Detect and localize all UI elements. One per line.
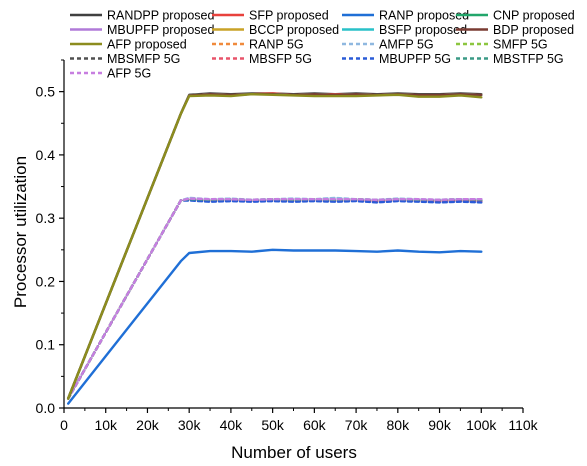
legend-label: SMFP 5G xyxy=(493,38,548,52)
series-line-bsfp-proposed xyxy=(66,92,483,400)
legend-label: RANDPP proposed xyxy=(107,9,215,23)
series-line-ranp-proposed xyxy=(66,248,483,405)
legend-label: MBSTFP 5G xyxy=(493,52,564,66)
x-axis-title: Number of users xyxy=(231,443,357,462)
y-axis-title: Processor utilization xyxy=(11,156,30,308)
x-tick-label: 10k xyxy=(94,417,118,433)
series-line-bdp-proposed xyxy=(66,92,483,400)
legend-item-mbsmfp-5g: MBSMFP 5G xyxy=(70,52,180,66)
legend-label: CNP proposed xyxy=(493,9,575,23)
legend-item-bsfp-proposed: BSFP proposed xyxy=(342,23,467,37)
series-line-bccp-proposed xyxy=(66,92,483,400)
legend-item-afp-5g: AFP 5G xyxy=(70,67,151,81)
series-lines xyxy=(66,92,483,405)
legend-label: BCCP proposed xyxy=(249,23,339,37)
legend-label: MBUPFP 5G xyxy=(379,52,451,66)
legend-label: RANP proposed xyxy=(379,9,469,23)
legend-item-bdp-proposed: BDP proposed xyxy=(456,23,574,37)
x-tick-label: 110k xyxy=(508,417,538,433)
legend-label: MBSMFP 5G xyxy=(107,52,180,66)
legend-label: MBUPFP proposed xyxy=(107,23,215,37)
legend-item-ranp-5g: RANP 5G xyxy=(212,38,304,52)
axis-ticks: 0 10k 20k 30k 40k 50k 60k 70k 80k 90k 100k 110k 0.0 0… xyxy=(36,59,539,433)
legend-item-mbsfp-5g: MBSFP 5G xyxy=(212,52,312,66)
y-tick-label: 0.1 xyxy=(36,337,56,353)
y-tick-label: 0.5 xyxy=(36,84,56,100)
x-tick-label: 40k xyxy=(220,417,244,433)
series-line-cnp-proposed xyxy=(66,92,483,400)
legend-label: AFP proposed xyxy=(107,38,187,52)
legend-item-mbupfp-5g: MBUPFP 5G xyxy=(342,52,451,66)
legend-label: BDP proposed xyxy=(493,23,574,37)
y-tick-label: 0.4 xyxy=(36,147,56,163)
x-tick-label: 20k xyxy=(136,417,160,433)
legend-item-randpp-proposed: RANDPP proposed xyxy=(70,9,215,23)
legend-item-sfp-proposed: SFP proposed xyxy=(212,9,329,23)
legend-item-smfp-5g: SMFP 5G xyxy=(456,38,548,52)
plot-area: 0 10k 20k 30k 40k 50k 60k 70k 80k 90k 100k 110k 0.0 0… xyxy=(36,59,539,433)
x-tick-label: 30k xyxy=(178,417,202,433)
legend: RANDPP proposed SFP proposed RANP proposed… xyxy=(70,9,575,81)
legend-item-cnp-proposed: CNP proposed xyxy=(456,9,575,23)
series-line-mbstfp-5g xyxy=(66,197,483,400)
legend-label: SFP proposed xyxy=(249,9,329,23)
series-line-ranp-5g xyxy=(66,197,483,400)
legend-item-afp-proposed: AFP proposed xyxy=(70,38,187,52)
legend-item-ranp-proposed: RANP proposed xyxy=(342,9,469,23)
series-line-smfp-5g xyxy=(66,197,483,400)
y-tick-label: 0.2 xyxy=(36,273,56,289)
legend-item-mbstfp-5g: MBSTFP 5G xyxy=(456,52,564,66)
x-tick-label: 60k xyxy=(303,417,327,433)
series-line-randpp-proposed xyxy=(66,92,483,400)
x-tick-label: 0 xyxy=(60,417,68,433)
series-line-afp-5g xyxy=(66,197,483,400)
x-tick-label: 50k xyxy=(261,417,285,433)
legend-item-mbupfp-proposed: MBUPFP proposed xyxy=(70,23,215,37)
series-line-amfp-5g xyxy=(66,196,483,400)
x-tick-label: 70k xyxy=(345,417,369,433)
y-tick-label: 0.0 xyxy=(36,400,56,416)
x-tick-label: 80k xyxy=(387,417,411,433)
y-tick-label: 0.3 xyxy=(36,210,56,226)
series-line-mbupfp-proposed xyxy=(66,92,483,400)
series-line-mbsmfp-5g xyxy=(66,198,483,400)
legend-label: AMFP 5G xyxy=(379,38,434,52)
legend-label: RANP 5G xyxy=(249,38,304,52)
legend-label: BSFP proposed xyxy=(379,23,467,37)
series-line-afp-proposed xyxy=(66,92,483,400)
x-tick-label: 100k xyxy=(466,417,497,433)
series-line-sfp-proposed xyxy=(66,92,483,400)
series-line-mbupfp-5g xyxy=(66,199,483,400)
legend-label: MBSFP 5G xyxy=(249,52,312,66)
legend-item-bccp-proposed: BCCP proposed xyxy=(212,23,339,37)
x-tick-label: 90k xyxy=(428,417,452,433)
series-line-mbsfp-5g xyxy=(66,198,483,400)
legend-label: AFP 5G xyxy=(107,67,151,81)
legend-item-amfp-5g: AMFP 5G xyxy=(342,38,434,52)
